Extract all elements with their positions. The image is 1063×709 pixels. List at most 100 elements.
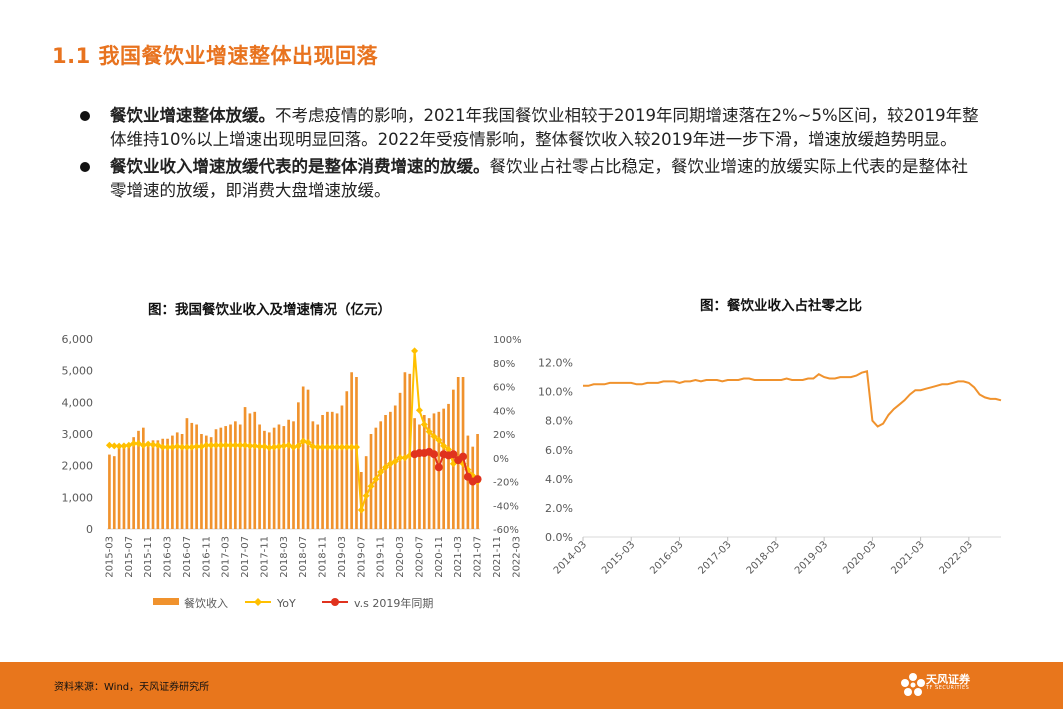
vs2019-point <box>459 452 468 461</box>
bar <box>190 422 194 529</box>
bullet-dot-icon <box>80 111 90 121</box>
bullet-item: 餐饮业收入增速放缓代表的是整体消费增速的放缓。餐饮业占社零占比稳定，餐饮业增速的… <box>80 155 980 203</box>
yoy-point <box>256 442 264 450</box>
vs2019-point <box>449 450 458 459</box>
bullet-bold: 餐饮业收入增速放缓代表的是整体消费增速的放缓。 <box>110 157 490 176</box>
yoy-point <box>115 442 123 450</box>
bar <box>263 430 266 529</box>
x-tick-label: 2019-11 <box>376 536 387 578</box>
bar <box>316 424 320 529</box>
bar <box>200 434 203 529</box>
flower-logo-icon <box>901 673 925 696</box>
chart2-title: 图：餐饮业收入占社零之比 <box>700 298 862 314</box>
bar <box>214 429 218 529</box>
legend-vs2019-marker <box>331 598 339 606</box>
bullet-dot-icon <box>80 162 90 172</box>
bar <box>127 443 131 529</box>
x-tick-label: 2020-11 <box>434 536 445 578</box>
legend-yoy-marker <box>254 598 262 606</box>
bar <box>146 441 150 529</box>
x-tick-label: 2021-07 <box>473 536 484 578</box>
bar <box>340 405 344 529</box>
yoy-point <box>333 443 341 451</box>
bar <box>282 426 286 529</box>
bar <box>204 435 208 529</box>
bar <box>229 424 232 529</box>
chart2: 0.0% 2.0% 4.0% 6.0% 8.0% 10.0% 12.0% 2014-03 201… <box>538 357 1002 577</box>
page-title: 1.1 我国餐饮业增速整体出现回落 <box>52 44 379 68</box>
x-tick-label: 2021-03 <box>889 539 926 576</box>
yoy-point <box>415 406 423 414</box>
yoy-point <box>110 442 118 450</box>
bar <box>161 438 165 529</box>
bar <box>112 456 116 529</box>
bar <box>403 372 407 529</box>
yoy-point <box>197 442 205 450</box>
vs2019-point <box>429 450 438 459</box>
x-tick-label: 2016-07 <box>182 536 193 578</box>
right-tick-label: 20% <box>493 430 515 441</box>
bar <box>287 419 290 529</box>
y-tick-label: 6.0% <box>545 444 573 457</box>
bar <box>326 411 329 529</box>
bar <box>330 411 334 529</box>
left-tick-label: 0 <box>86 523 93 536</box>
x-tick-label: 2018-03 <box>745 539 782 576</box>
bar <box>108 454 111 529</box>
legend-label: 餐饮收入 <box>184 596 228 610</box>
bar <box>224 426 228 529</box>
y-tick-label: 0.0% <box>545 531 573 544</box>
bar <box>141 427 145 529</box>
bullet-list: 餐饮业增速整体放缓。不考虑疫情的影响，2021年我国餐饮业相较于2019年同期增… <box>80 104 980 206</box>
ratio-series-line <box>583 370 1002 428</box>
bullet-item: 餐饮业增速整体放缓。不考虑疫情的影响，2021年我国餐饮业相较于2019年同期增… <box>80 104 980 152</box>
yoy-point <box>173 442 181 450</box>
bar <box>311 421 315 529</box>
chart1-title: 图：我国餐饮业收入及增速情况（亿元） <box>148 302 391 318</box>
bar <box>301 386 305 529</box>
yoy-point <box>120 442 128 450</box>
yoy-point <box>401 454 409 462</box>
yoy-point <box>372 475 380 483</box>
bar <box>452 389 455 529</box>
bar <box>117 445 121 529</box>
yoy-point <box>323 443 331 451</box>
yoy-point <box>362 492 370 500</box>
right-tick-label: 80% <box>493 359 515 370</box>
yoy-point <box>231 441 239 449</box>
right-tick-label: 60% <box>493 383 515 394</box>
bar <box>442 408 446 529</box>
bar <box>393 405 397 529</box>
x-tick-label: 2020-03 <box>841 539 878 576</box>
yoy-point <box>222 441 230 449</box>
bar <box>345 391 349 529</box>
yoy-point <box>352 443 360 451</box>
vs2019-point <box>473 475 482 484</box>
x-tick-label: 2016-03 <box>648 539 685 576</box>
logo-subtext: TF SECURITIES <box>926 685 970 691</box>
bar <box>209 437 213 529</box>
yoy-point <box>125 441 133 449</box>
bar <box>384 415 387 529</box>
yoy-point <box>236 441 244 449</box>
yoy-point <box>319 443 327 451</box>
yoy-point <box>188 443 196 451</box>
yoy-point <box>275 442 283 450</box>
right-tick-label: 40% <box>493 406 515 417</box>
left-tick-label: 2,000 <box>62 460 94 473</box>
left-tick-label: 1,000 <box>62 491 94 504</box>
legend-label: YoY <box>276 597 296 610</box>
yoy-point <box>386 460 394 468</box>
x-tick-label: 2022-03 <box>938 539 975 576</box>
yoy-point <box>420 421 428 428</box>
yoy-point <box>154 441 162 449</box>
yoy-point <box>260 442 268 450</box>
yoy-point <box>193 442 201 450</box>
bar <box>243 407 247 529</box>
x-tick-label: 2022-03 <box>511 536 522 578</box>
chart1: 0 1,000 2,000 3,000 4,000 5,000 6,000 -60% -40% -… <box>62 333 523 610</box>
x-tick-label: 2016-03 <box>163 536 174 578</box>
yoy-point <box>314 443 322 451</box>
bar <box>180 434 184 529</box>
source-note: 资料来源：Wind，天风证券研究所 <box>54 682 210 693</box>
